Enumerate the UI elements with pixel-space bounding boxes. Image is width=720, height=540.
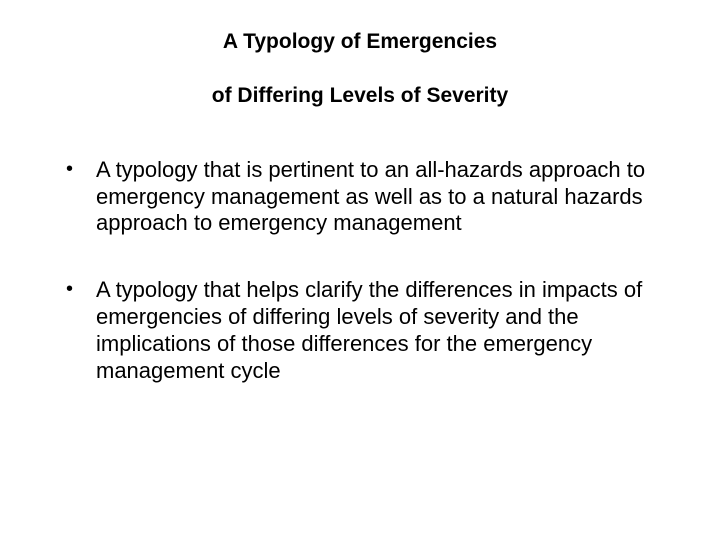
title-line-1: A Typology of Emergencies [48,28,672,56]
slide-title: A Typology of Emergencies of Differing L… [48,28,672,111]
title-gap [48,56,672,82]
title-line-2: of Differing Levels of Severity [48,82,672,110]
bullet-text: A typology that is pertinent to an all-h… [96,157,645,236]
bullet-text: A typology that helps clarify the differ… [96,277,642,382]
list-item: A typology that is pertinent to an all-h… [62,157,668,237]
bullet-list: A typology that is pertinent to an all-h… [48,157,672,385]
list-item: A typology that helps clarify the differ… [62,277,668,384]
slide: A Typology of Emergencies of Differing L… [0,0,720,540]
